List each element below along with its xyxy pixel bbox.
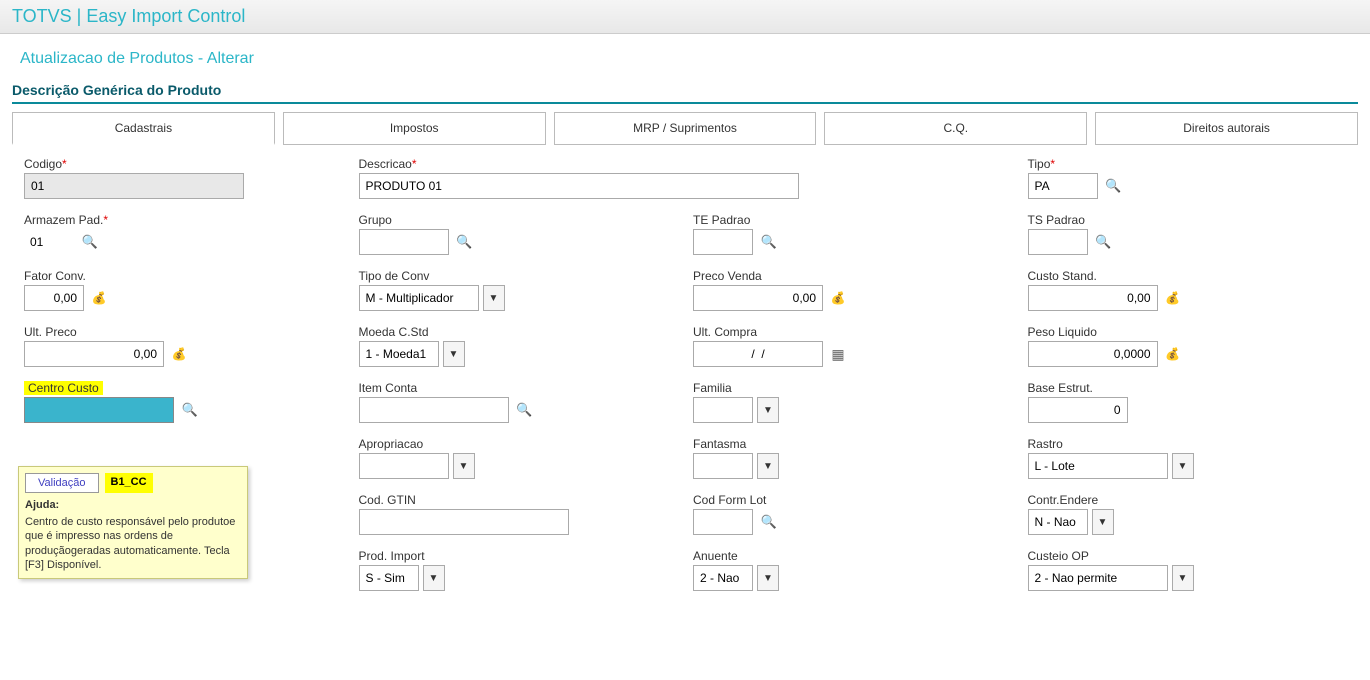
field-tooltip: Validação B1_CC Ajuda: Centro de custo r… — [18, 466, 248, 579]
label-custeioop: Custeio OP — [1028, 549, 1347, 563]
dropdown-rastro-icon[interactable]: ▼ — [1172, 453, 1194, 479]
input-fantasma[interactable] — [693, 453, 753, 479]
tab-cadastrais[interactable]: Cadastrais — [12, 112, 275, 145]
input-codgtin[interactable] — [359, 509, 569, 535]
label-contrendere: Contr.Endere — [1028, 493, 1347, 507]
label-custostand: Custo Stand. — [1028, 269, 1347, 283]
dropdown-fantasma-icon[interactable]: ▼ — [757, 453, 779, 479]
lookup-itemconta-icon[interactable] — [513, 397, 537, 423]
dropdown-prodimport-icon[interactable]: ▼ — [423, 565, 445, 591]
tab-bar: Cadastrais Impostos MRP / Suprimentos C.… — [12, 112, 1358, 145]
label-apropriacao: Apropriacao — [359, 437, 678, 451]
input-codformlot[interactable] — [693, 509, 753, 535]
label-tipoconv: Tipo de Conv — [359, 269, 678, 283]
tooltip-help-text: Centro de custo responsável pelo produto… — [25, 515, 241, 572]
label-codformlot: Cod Form Lot — [693, 493, 1012, 507]
money-icon: 💰 — [168, 343, 190, 365]
tooltip-code: B1_CC — [105, 473, 153, 493]
label-codigo: Codigo* — [24, 157, 343, 171]
tooltip-validacao-button[interactable]: Validação — [25, 473, 99, 493]
input-tspadrao[interactable] — [1028, 229, 1088, 255]
input-rastro[interactable] — [1028, 453, 1168, 479]
input-prodimport[interactable] — [359, 565, 419, 591]
label-tepadrao: TE Padrao — [693, 213, 1012, 227]
page-subtitle: Atualizacao de Produtos - Alterar — [20, 50, 254, 67]
label-ultpreco: Ult. Preco — [24, 325, 343, 339]
lookup-centrocusto-icon[interactable] — [178, 397, 202, 423]
app-title: TOTVS | Easy Import Control — [12, 6, 245, 26]
label-ultcompra: Ult. Compra — [693, 325, 1012, 339]
dropdown-apropriacao-icon[interactable]: ▼ — [453, 453, 475, 479]
label-baseestrut: Base Estrut. — [1028, 381, 1347, 395]
input-tipo[interactable] — [1028, 173, 1098, 199]
dropdown-tipoconv-icon[interactable]: ▼ — [483, 285, 505, 311]
input-contrendere[interactable] — [1028, 509, 1088, 535]
dropdown-contrendere-icon[interactable]: ▼ — [1092, 509, 1114, 535]
label-centrocusto: Centro Custo — [24, 381, 343, 395]
dropdown-anuente-icon[interactable]: ▼ — [757, 565, 779, 591]
input-ultcompra[interactable] — [693, 341, 823, 367]
money-icon: 💰 — [827, 287, 849, 309]
section-title: Descrição Genérica do Produto — [12, 76, 1358, 104]
input-itemconta[interactable] — [359, 397, 509, 423]
lookup-grupo-icon[interactable] — [453, 229, 477, 255]
label-itemconta: Item Conta — [359, 381, 678, 395]
label-fatorconv: Fator Conv. — [24, 269, 343, 283]
input-ultpreco[interactable] — [24, 341, 164, 367]
input-custeioop[interactable] — [1028, 565, 1168, 591]
label-descricao: Descricao* — [359, 157, 1012, 171]
tab-cq[interactable]: C.Q. — [824, 112, 1087, 145]
money-icon: 💰 — [1162, 287, 1184, 309]
input-armazem[interactable] — [24, 229, 74, 255]
input-precovenda[interactable] — [693, 285, 823, 311]
label-rastro: Rastro — [1028, 437, 1347, 451]
label-codgtin: Cod. GTIN — [359, 493, 678, 507]
input-descricao[interactable] — [359, 173, 799, 199]
input-tipoconv[interactable] — [359, 285, 479, 311]
input-moedacstd[interactable] — [359, 341, 439, 367]
input-familia[interactable] — [693, 397, 753, 423]
input-custostand[interactable] — [1028, 285, 1158, 311]
input-anuente[interactable] — [693, 565, 753, 591]
page-subheader: Atualizacao de Produtos - Alterar — [0, 34, 1370, 76]
label-pesoliq: Peso Liquido — [1028, 325, 1347, 339]
input-pesoliq[interactable] — [1028, 341, 1158, 367]
label-precovenda: Preco Venda — [693, 269, 1012, 283]
tooltip-help-label: Ajuda: — [25, 499, 241, 511]
money-icon: 💰 — [1162, 343, 1184, 365]
tab-mrp[interactable]: MRP / Suprimentos — [554, 112, 817, 145]
input-grupo[interactable] — [359, 229, 449, 255]
label-prodimport: Prod. Import — [359, 549, 678, 563]
input-codigo[interactable] — [24, 173, 244, 199]
app-header: TOTVS | Easy Import Control — [0, 0, 1370, 34]
dropdown-custeioop-icon[interactable]: ▼ — [1172, 565, 1194, 591]
lookup-tepadrao-icon[interactable] — [757, 229, 781, 255]
input-tepadrao[interactable] — [693, 229, 753, 255]
lookup-tipo-icon[interactable] — [1102, 173, 1126, 199]
label-tspadrao: TS Padrao — [1028, 213, 1347, 227]
input-fatorconv[interactable] — [24, 285, 84, 311]
input-baseestrut[interactable] — [1028, 397, 1128, 423]
label-tipo: Tipo* — [1028, 157, 1347, 171]
calendar-icon[interactable]: ▦ — [827, 343, 849, 365]
label-familia: Familia — [693, 381, 1012, 395]
money-icon: 💰 — [88, 287, 110, 309]
label-grupo: Grupo — [359, 213, 678, 227]
label-fantasma: Fantasma — [693, 437, 1012, 451]
label-armazem: Armazem Pad.* — [24, 213, 343, 227]
input-apropriacao[interactable] — [359, 453, 449, 479]
lookup-tspadrao-icon[interactable] — [1092, 229, 1116, 255]
dropdown-familia-icon[interactable]: ▼ — [757, 397, 779, 423]
dropdown-moedacstd-icon[interactable]: ▼ — [443, 341, 465, 367]
label-anuente: Anuente — [693, 549, 1012, 563]
label-moedacstd: Moeda C.Std — [359, 325, 678, 339]
lookup-armazem-icon[interactable] — [78, 229, 102, 255]
tab-impostos[interactable]: Impostos — [283, 112, 546, 145]
input-centrocusto[interactable] — [24, 397, 174, 423]
tab-direitos[interactable]: Direitos autorais — [1095, 112, 1358, 145]
lookup-codformlot-icon[interactable] — [757, 509, 781, 535]
